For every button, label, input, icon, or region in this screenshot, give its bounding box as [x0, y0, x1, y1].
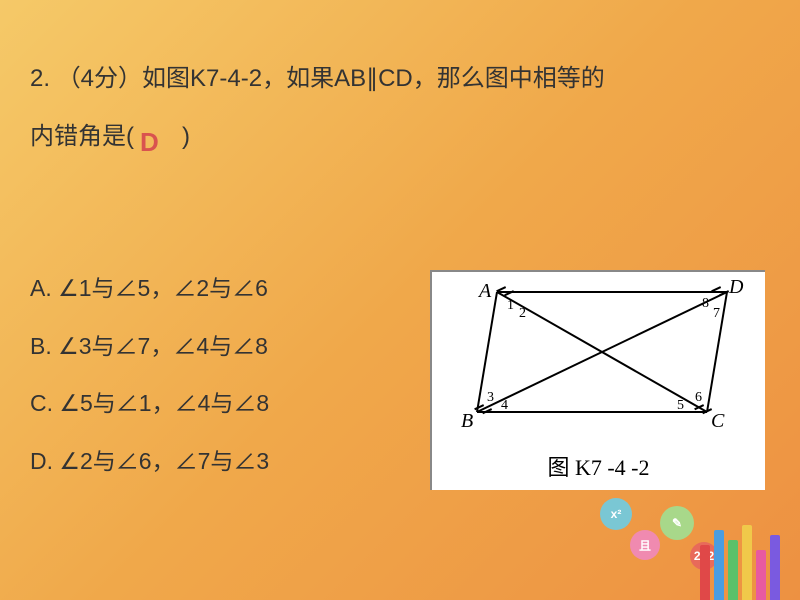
- figure-container: ADBC 12873456 图 K7 -4 -2: [430, 270, 765, 490]
- pencil-icon: [756, 550, 766, 600]
- answer-mark: D: [140, 127, 159, 158]
- option-d: D. ∠2与∠6，∠7与∠3: [30, 433, 269, 491]
- question-line2: 内错角是( ): [30, 123, 190, 150]
- angle-label-2: 2: [519, 306, 526, 322]
- question-number: 2.: [30, 65, 50, 92]
- angle-label-3: 3: [487, 390, 494, 406]
- angle-label-5: 5: [677, 398, 684, 414]
- angle-label-6: 6: [695, 390, 702, 406]
- pencil-icon: [742, 525, 752, 600]
- option-b: B. ∠3与∠7，∠4与∠8: [30, 318, 269, 376]
- question-points: （4分）: [57, 65, 142, 92]
- vertex-label-d: D: [729, 276, 743, 299]
- bubble-icon: 且: [630, 530, 660, 560]
- pencil-icon: [700, 545, 710, 600]
- decorative-corner: x²且✎2+2: [600, 460, 800, 600]
- pencil-icon: [770, 535, 780, 600]
- pencil-icon: [714, 530, 724, 600]
- vertex-label-a: A: [479, 280, 491, 303]
- angle-label-4: 4: [501, 398, 508, 414]
- geometry-diagram: ADBC 12873456: [447, 282, 752, 442]
- vertex-label-b: B: [461, 410, 473, 433]
- options-list: A. ∠1与∠5，∠2与∠6 B. ∠3与∠7，∠4与∠8 C. ∠5与∠1，∠…: [30, 260, 269, 490]
- angle-label-8: 8: [702, 296, 709, 312]
- option-a: A. ∠1与∠5，∠2与∠6: [30, 260, 269, 318]
- angle-label-1: 1: [507, 298, 514, 314]
- bubble-icon: ✎: [660, 506, 694, 540]
- bubble-icon: x²: [600, 498, 632, 530]
- option-c: C. ∠5与∠1，∠4与∠8: [30, 375, 269, 433]
- pencil-icon: [728, 540, 738, 600]
- question-line1: 如图K7-4-2，如果AB∥CD，那么图中相等的: [142, 65, 605, 92]
- angle-label-7: 7: [713, 306, 720, 322]
